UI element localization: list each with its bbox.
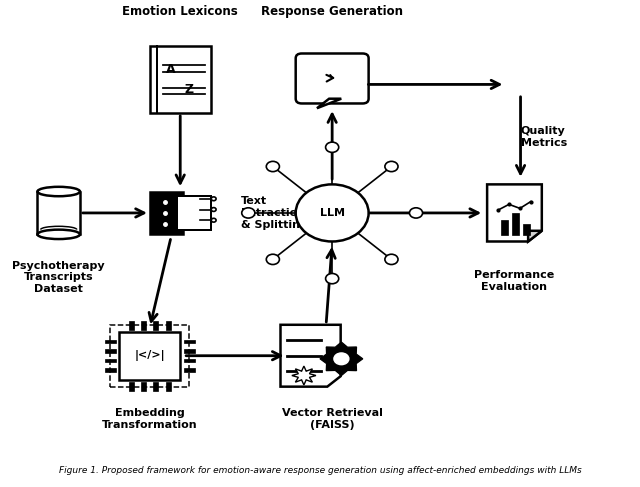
Bar	[154, 382, 158, 391]
Circle shape	[296, 185, 369, 242]
Bar	[150, 191, 183, 234]
Bar	[141, 321, 146, 330]
Bar	[184, 339, 195, 343]
Circle shape	[385, 161, 398, 171]
Bar	[184, 358, 195, 362]
Bar	[141, 382, 146, 391]
Circle shape	[211, 197, 216, 201]
Bar	[110, 325, 189, 387]
Text: LLM: LLM	[319, 208, 345, 218]
Bar	[154, 321, 158, 330]
Text: Figure 1. Proposed framework for emotion-aware response generation using affect-: Figure 1. Proposed framework for emotion…	[59, 466, 581, 475]
Text: Z: Z	[185, 83, 194, 96]
Text: Psychotherapy
Transcripts
Dataset: Psychotherapy Transcripts Dataset	[12, 261, 105, 294]
Ellipse shape	[37, 230, 80, 239]
Text: Response Generation: Response Generation	[261, 5, 403, 18]
Bar	[150, 46, 211, 113]
Text: Embedding
Transformation: Embedding Transformation	[102, 408, 198, 430]
Bar	[105, 349, 116, 353]
Circle shape	[266, 161, 280, 171]
Bar	[184, 349, 195, 353]
Bar	[37, 191, 80, 234]
Circle shape	[266, 254, 280, 264]
Bar	[500, 220, 508, 235]
Bar	[129, 382, 134, 391]
Bar	[105, 339, 116, 343]
Circle shape	[385, 254, 398, 264]
Circle shape	[410, 208, 422, 218]
Bar	[129, 321, 134, 330]
Circle shape	[326, 274, 339, 284]
Polygon shape	[320, 342, 363, 375]
Bar	[523, 225, 530, 235]
Polygon shape	[487, 185, 542, 242]
Text: A: A	[166, 63, 176, 76]
Bar	[120, 332, 180, 379]
FancyBboxPatch shape	[296, 54, 369, 103]
Circle shape	[242, 208, 255, 218]
Text: |</>|: |</>|	[134, 350, 165, 361]
Polygon shape	[317, 99, 341, 108]
Circle shape	[211, 207, 216, 211]
Bar	[166, 382, 170, 391]
Circle shape	[211, 218, 216, 222]
Bar	[105, 368, 116, 372]
Bar	[105, 358, 116, 362]
Text: Performance
Evaluation: Performance Evaluation	[474, 270, 555, 292]
Bar	[512, 213, 519, 235]
Bar	[166, 321, 170, 330]
Text: Vector Retrieval
(FAISS): Vector Retrieval (FAISS)	[282, 408, 383, 430]
Circle shape	[326, 142, 339, 152]
Circle shape	[334, 353, 349, 365]
Bar	[184, 368, 195, 372]
Text: Quality
Metrics: Quality Metrics	[520, 126, 567, 148]
Text: Text
Extraction
& Splitting: Text Extraction & Splitting	[241, 196, 308, 229]
Bar	[177, 196, 211, 230]
Polygon shape	[528, 231, 542, 242]
Text: Emotion Lexicons: Emotion Lexicons	[122, 5, 238, 18]
Polygon shape	[292, 366, 316, 385]
Ellipse shape	[37, 187, 80, 196]
Polygon shape	[280, 325, 340, 387]
